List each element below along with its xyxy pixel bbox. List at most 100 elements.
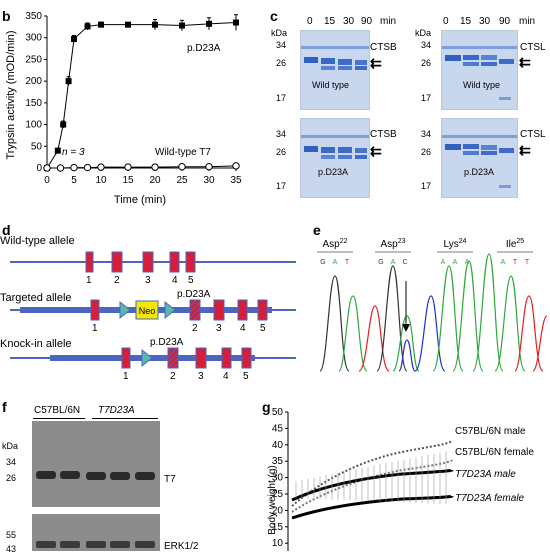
gel-label-ctsb: CTSB xyxy=(370,42,397,53)
data-point-d23a xyxy=(71,36,77,43)
time-0-right: 0 xyxy=(443,16,449,27)
data-point-wild-type xyxy=(232,162,240,170)
legend-c57-male: C57BL/6N male xyxy=(455,426,526,437)
exon-number: 4 xyxy=(240,323,246,334)
data-point-d23a xyxy=(60,121,67,128)
band-label-t7: T7 xyxy=(164,474,176,485)
gel-label-ctsb-2: CTSB xyxy=(370,129,397,140)
y-tick-label: 200 xyxy=(25,76,42,87)
y-tick-label: 20 xyxy=(272,505,284,516)
arrow-icon: ⇇ xyxy=(519,142,531,158)
data-point-wild-type xyxy=(43,164,51,172)
data-point-wild-type xyxy=(124,163,132,171)
exon-number: 1 xyxy=(86,275,92,286)
kda-label-right: kDa xyxy=(415,28,432,38)
exon-number: 3 xyxy=(216,323,222,334)
exon-number: 1 xyxy=(92,323,98,334)
residue-label: Ile25 xyxy=(506,238,524,250)
targeted-allele-label: Targeted allele xyxy=(0,292,72,304)
arrow-icon: ⇇ xyxy=(519,54,531,70)
data-point-d23a xyxy=(65,78,72,85)
y-axis-label: Body weight (g) xyxy=(267,465,278,534)
x-tick-label: 0 xyxy=(44,175,50,186)
neo-cassette-label: Neo xyxy=(139,306,156,316)
residue-label: Lys24 xyxy=(444,238,467,250)
gel-ctsb-wildtype xyxy=(300,30,370,110)
marker-55: 55 xyxy=(6,530,17,540)
band-label-erk: ERK1/2 xyxy=(164,541,199,552)
marker-34-right: 34 xyxy=(421,40,432,50)
base-call: C xyxy=(402,259,407,266)
wt-exons xyxy=(85,251,196,273)
gel-label-wildtype: Wild type xyxy=(312,80,350,90)
y-tick-label: 300 xyxy=(25,33,42,44)
marker-17-r2: 17 xyxy=(421,181,432,191)
n-label: n = 3 xyxy=(62,147,85,158)
base-call: A xyxy=(391,259,396,266)
blot-erk xyxy=(32,514,160,551)
data-point-d23a xyxy=(152,21,158,28)
base-call: A xyxy=(501,259,506,266)
marker-34-b2: 34 xyxy=(276,129,287,139)
residue-label: Asp23 xyxy=(380,238,405,250)
gel-ctsb-d23a xyxy=(300,118,370,198)
gel-label-ctsl-2: CTSL xyxy=(520,129,546,140)
trypsin-activity-chart: Trypsin activity (mOD/min) Time (min) 0 5… xyxy=(5,11,242,206)
time-90: 90 xyxy=(361,16,373,27)
y-tick-label: 15 xyxy=(272,522,284,533)
y-tick-label: 150 xyxy=(25,98,42,109)
y-tick-label: 45 xyxy=(272,423,284,434)
knockin-allele-label: Knock-in allele xyxy=(0,338,72,350)
exon-number: 5 xyxy=(188,275,194,286)
y-tick-label: 50 xyxy=(272,407,284,418)
strain-bracket xyxy=(92,418,158,419)
marker-17: 17 xyxy=(276,93,287,103)
kda-label: kDa xyxy=(2,441,19,451)
strain-bracket xyxy=(33,418,85,419)
base-call: A xyxy=(441,259,446,266)
x-tick-label: 5 xyxy=(71,175,77,186)
x-tick-label: 15 xyxy=(122,175,134,186)
panel-letter-g: g xyxy=(262,399,271,415)
y-tick-label: 250 xyxy=(25,54,42,65)
y-tick-label: 50 xyxy=(31,141,43,152)
base-call: A xyxy=(465,259,470,266)
data-point-wild-type xyxy=(56,164,65,172)
base-call: T xyxy=(525,259,530,266)
legend-t7d23a-male: T7D23A male xyxy=(455,469,516,480)
kda-label: kDa xyxy=(271,28,288,38)
panel-letter-f: f xyxy=(2,399,7,415)
legend-c57-female: C57BL/6N female xyxy=(455,447,534,458)
data-point-wild-type xyxy=(97,163,105,171)
strain-c57: C57BL/6N xyxy=(34,405,81,416)
exon-number: 5 xyxy=(260,323,266,334)
time-30-right: 30 xyxy=(479,16,491,27)
y-tick-label: 0 xyxy=(36,163,42,174)
data-point-d23a xyxy=(233,19,239,26)
arrow-icon: ⇇ xyxy=(370,143,382,159)
panel-letter-b: b xyxy=(2,8,11,24)
data-point-d23a xyxy=(179,22,185,29)
panel-letter-d: d xyxy=(2,222,11,238)
y-tick-label: 25 xyxy=(272,489,284,500)
gel-label-d23a-right: p.D23A xyxy=(464,167,495,177)
y-tick-label: 350 xyxy=(25,11,42,22)
x-axis-label: Time (min) xyxy=(114,194,166,206)
data-point-wild-type xyxy=(70,163,78,172)
legend-t7d23a-female: T7D23A female xyxy=(455,493,525,504)
exon-number: 2 xyxy=(114,275,120,286)
series-line-d23a xyxy=(46,22,237,169)
panel-letter-c: c xyxy=(270,8,278,24)
data-point-wild-type xyxy=(205,162,213,171)
series-line-wild-type xyxy=(47,165,237,169)
base-call: A xyxy=(333,259,338,266)
y-tick-label: 40 xyxy=(272,440,284,451)
series-label-wild-type: Wild-type T7 xyxy=(155,147,211,158)
base-call: T xyxy=(513,259,518,266)
wt-allele-label: Wild-type allele xyxy=(0,235,75,247)
exon-number: 2 xyxy=(192,323,198,334)
base-call: A xyxy=(453,259,458,266)
series-label-d23a: p.D23A xyxy=(187,43,221,54)
arrow-icon xyxy=(402,324,410,332)
